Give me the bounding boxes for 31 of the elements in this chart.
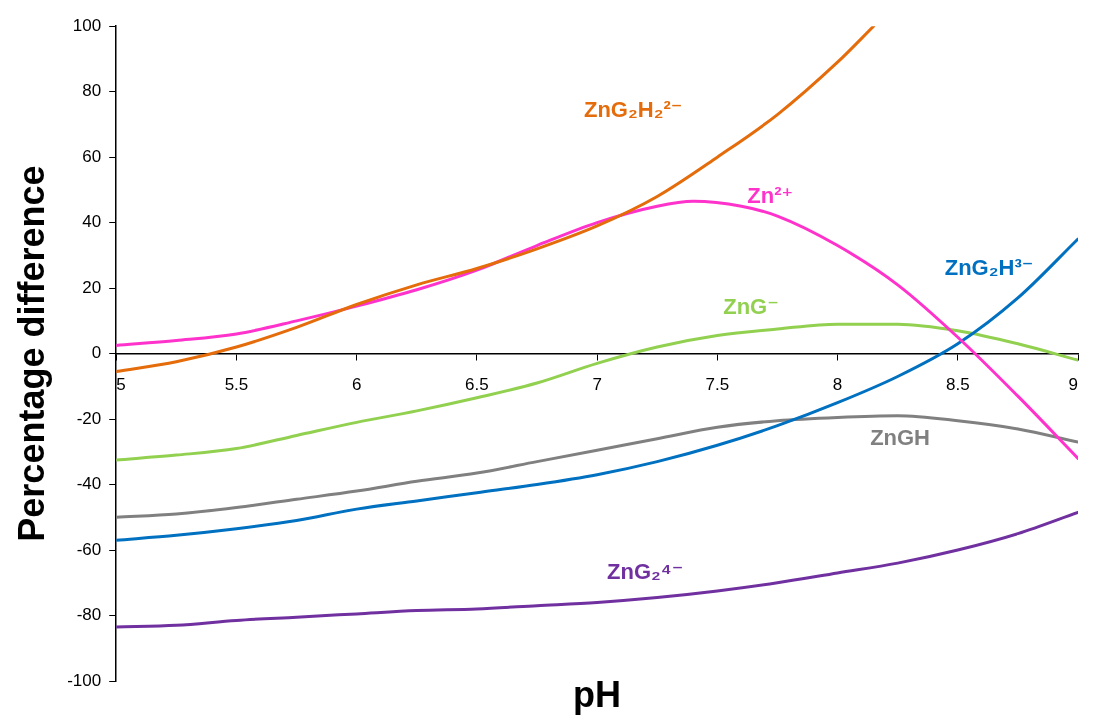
x-tick-label: 8.5 [945,375,970,395]
x-tick-label: 5.5 [224,375,249,395]
x-tick-label: 6 [351,375,362,395]
series-label: ZnGH [870,424,931,450]
x-tick-label: 5 [116,375,126,395]
series-label: ZnG⁻ [723,293,779,319]
y-tick-label: -60 [76,539,102,559]
line-series [116,510,1078,629]
y-tick-label: 20 [82,277,102,297]
series-label: ZnG₂⁴⁻ [607,559,684,585]
y-axis-title: Percentage difference [10,165,52,542]
series-label: ZnG₂H³⁻ [944,254,1034,280]
y-tick-label: -80 [76,605,102,625]
x-tick-label: 8 [832,375,843,395]
y-tick-label: 0 [91,343,102,363]
y-tick-label: 60 [82,146,102,166]
x-tick-label: 6.5 [465,375,489,395]
x-tick-label: 7.5 [705,375,730,395]
y-tick-label: -40 [76,474,102,494]
y-tick-label: -20 [76,408,102,428]
line-series [116,26,876,374]
series-label: Zn²⁺ [747,182,794,208]
text: ZnG₂H₂²⁻ [583,97,683,123]
x-tick-label: 9 [1068,375,1078,395]
y-tick-label: 80 [82,81,102,101]
y-tick-label: 40 [82,212,102,232]
y-tick-label: -100 [67,670,102,690]
y-tick-label: 100 [72,15,102,35]
x-axis-title: pH [573,673,622,715]
x-tick-label: 7 [592,375,602,395]
line-series [116,414,1078,519]
